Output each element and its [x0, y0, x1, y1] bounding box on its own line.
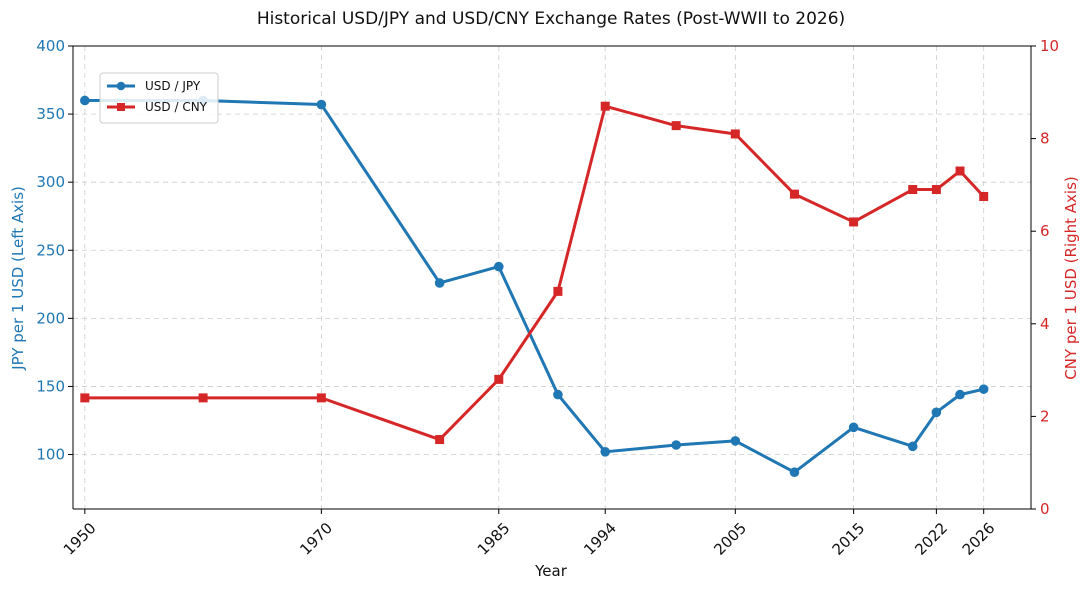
data-point-usd-cny — [789, 189, 799, 199]
y-right-tick-label: 10 — [1040, 37, 1059, 55]
legend-label-usd-cny: USD / CNY — [145, 100, 208, 114]
data-point-usd-jpy — [671, 440, 681, 450]
x-tick-label: 1994 — [580, 519, 620, 559]
legend-marker-usd-jpy — [116, 81, 126, 91]
y-left-tick-label: 100 — [36, 446, 65, 464]
data-point-usd-cny — [494, 374, 504, 384]
y-left-tick-label: 250 — [36, 241, 65, 259]
data-point-usd-cny — [435, 435, 445, 445]
y-left-tick-label: 300 — [36, 173, 65, 191]
y-right-tick-label: 0 — [1040, 500, 1050, 518]
data-point-usd-jpy — [80, 95, 90, 106]
series-line-usd-jpy — [84, 98, 985, 474]
data-point-usd-cny — [198, 393, 208, 403]
x-tick-label: 2005 — [710, 519, 750, 559]
data-point-usd-cny — [80, 393, 90, 403]
x-tick-label: 2015 — [829, 519, 869, 559]
y-right-tick-label: 4 — [1040, 315, 1050, 333]
x-tick-label: 1985 — [474, 519, 514, 559]
x-axis-label: Year — [534, 562, 568, 580]
x-tick-label: 2026 — [959, 519, 999, 559]
data-point-usd-jpy — [600, 447, 611, 457]
x-tick-label: 2022 — [911, 519, 951, 559]
series-line-usd-cny — [84, 104, 985, 442]
data-point-usd-cny — [730, 129, 740, 139]
legend: USD / JPY USD / CNY — [99, 72, 219, 124]
data-point-usd-cny — [908, 185, 918, 195]
data-point-usd-cny — [849, 217, 859, 227]
legend-label-usd-jpy: USD / JPY — [145, 79, 201, 93]
data-point-usd-cny — [600, 101, 610, 111]
y-left-tick-label: 200 — [36, 309, 65, 327]
y-right-tick-label: 6 — [1040, 222, 1050, 240]
data-point-usd-jpy — [931, 407, 942, 418]
data-point-usd-jpy — [907, 441, 918, 452]
data-point-usd-cny — [553, 286, 563, 296]
y-right-tick-label: 8 — [1040, 130, 1050, 148]
x-tick-label: 1970 — [296, 519, 336, 559]
data-point-usd-jpy — [848, 422, 859, 433]
data-point-usd-cny — [316, 393, 326, 403]
series-layer — [80, 95, 989, 478]
data-point-usd-cny — [979, 191, 989, 201]
y-left-tick-label: 400 — [36, 37, 65, 55]
legend-marker-usd-cny — [117, 103, 125, 111]
data-point-usd-jpy — [553, 389, 563, 400]
y-axis-left-label: JPY per 1 USD (Left Axis) — [9, 186, 27, 371]
y-axis-right-label: CNY per 1 USD (Right Axis) — [1062, 176, 1080, 380]
y-right-tick-label: 2 — [1040, 407, 1050, 425]
y-left-tick-label: 350 — [36, 105, 65, 123]
data-point-usd-jpy — [493, 261, 504, 272]
data-point-usd-jpy — [316, 99, 327, 110]
chart-title: Historical USD/JPY and USD/CNY Exchange … — [257, 9, 845, 29]
data-point-usd-jpy — [978, 384, 989, 394]
data-point-usd-cny — [931, 185, 941, 195]
data-point-usd-cny — [671, 121, 681, 131]
data-point-usd-jpy — [434, 278, 445, 288]
data-point-usd-jpy — [955, 389, 965, 400]
x-tick-label: 1950 — [60, 519, 100, 559]
data-point-usd-jpy — [789, 467, 800, 478]
data-point-usd-cny — [955, 166, 965, 176]
data-point-usd-jpy — [730, 436, 741, 446]
y-left-tick-label: 150 — [36, 377, 65, 395]
